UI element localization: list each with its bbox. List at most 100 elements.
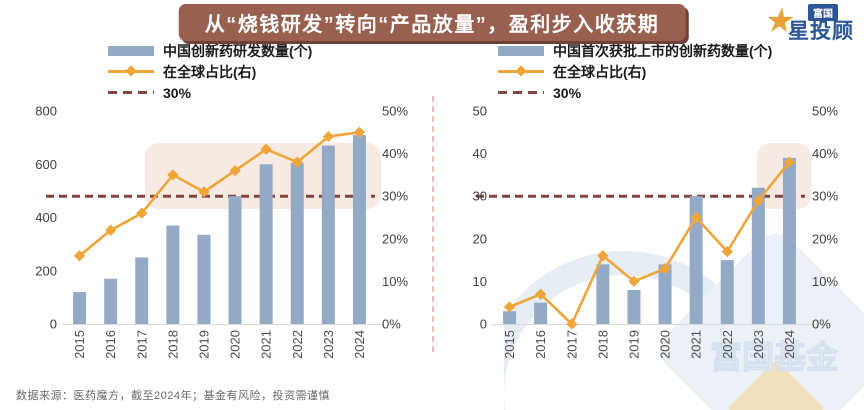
bar-2018 [166,225,180,324]
x-tick-2018: 2018 [165,330,180,359]
bar-2019 [627,289,641,324]
chart-panel-approved: 中国首次获批上市的创新药数量(个) 在全球占比(右) 30% 0 10 20 30 40… [436,38,860,381]
page-title: 从“烧钱研发”转向“产品放量”，盈利步入收获期 [178,4,686,41]
watermark-diamond [659,233,864,410]
right-axis-tick: 50% [382,104,408,119]
left-axis-tick: 200 [35,263,57,278]
bar-2022 [720,260,734,324]
x-tick-2020: 2020 [228,330,243,359]
share-point-2020 [659,262,671,275]
global-share-line [509,161,791,326]
x-tick-2023: 2023 [321,330,336,359]
line-swatch-icon [108,65,154,77]
legend-item-bars: 中国创新药研发数量(个) [108,42,430,59]
share-point-2023 [752,194,765,207]
bar-swatch-icon [108,45,154,56]
left-axis-tick: 40 [473,146,487,161]
x-tick-2017: 2017 [564,330,579,359]
right-axis-tick: 40% [382,146,408,161]
share-point-2021 [690,211,702,224]
left-axis-tick: 0 [480,317,487,332]
legend-item-threshold: 30% [108,84,430,101]
left-axis-tick: 20 [473,231,487,246]
bar-swatch-icon [498,45,544,56]
legend-label: 中国首次获批上市的创新药数量(个) [553,42,773,59]
legend-left: 中国创新药研发数量(个) 在全球占比(右) 30% [108,38,430,101]
brand-logo: ★ 富国 星投顾 [761,2,854,43]
share-point-2018 [167,169,179,181]
bar-2016 [104,278,118,324]
x-tick-2023: 2023 [751,330,766,359]
legend-item-threshold: 30% [498,84,860,101]
source-disclaimer: 数据来源：医药魔方，截至2024年；基金有风险，投资需谨慎 [16,390,330,402]
x-tick-2024: 2024 [352,330,367,359]
global-share-line [78,131,360,257]
bar-2022 [290,162,304,324]
left-axis-tick: 0 [50,317,57,332]
bar-2023 [751,187,765,324]
bar-2023 [321,145,335,324]
line-swatch-icon [498,65,544,77]
legend-item-line: 在全球占比(右) [108,63,430,80]
bar-2024 [782,157,796,324]
x-tick-2024: 2024 [782,330,797,359]
legend-label: 30% [163,84,192,101]
dash-swatch-icon [498,91,544,94]
bar-2018 [596,264,610,324]
rnd-drug-count-chart: 0 200 400 600 800 0% 10% 20% 30% 40% 50% 2015 2016 20… [35,104,408,359]
left-axis-tick: 800 [35,104,57,119]
x-tick-2016: 2016 [533,330,548,359]
right-axis-tick: 10% [382,274,408,289]
left-axis-tick: 600 [35,157,57,172]
bar-2017 [135,257,149,324]
right-axis-tick: 50% [812,104,838,119]
watermark-gold-diamond [727,359,825,410]
x-tick-2021: 2021 [259,330,274,359]
left-axis-tick: 50 [473,104,487,119]
brand-name: 星投顾 [788,20,854,43]
legend-label: 在全球占比(右) [553,63,647,80]
star-icon: ★ [761,2,798,40]
legend-label: 30% [553,84,582,101]
x-tick-2017: 2017 [134,330,149,359]
bar-2024 [352,134,366,324]
x-tick-2022: 2022 [290,330,305,359]
right-axis-tick: 30% [382,189,408,204]
x-tick-2019: 2019 [197,330,212,359]
share-point-2020 [229,164,241,177]
legend-label: 中国创新药研发数量(个) [163,42,313,59]
right-axis-tick: 30% [812,189,838,204]
chart-divider [432,96,434,352]
x-tick-2018: 2018 [595,330,610,359]
right-axis-tick: 10% [812,274,838,289]
share-point-2015 [503,301,516,313]
share-point-2024 [783,156,796,168]
watermark-text: 富国基金 [710,339,839,375]
bar-2021 [689,196,703,324]
x-tick-2021: 2021 [689,330,704,359]
share-point-2018 [597,250,609,262]
chart-panel-rnd: 中国创新药研发数量(个) 在全球占比(右) 30% 0 200 400 600 800 0… [6,38,430,381]
bar-2015 [73,292,87,324]
legend-item-bars: 中国首次获批上市的创新药数量(个) [498,42,860,59]
bar-2020 [228,196,242,324]
x-tick-2015: 2015 [502,330,517,359]
x-tick-2022: 2022 [720,330,735,359]
share-point-2023 [322,130,335,143]
x-tick-2016: 2016 [103,330,118,359]
approved-drug-count-chart: 0 10 20 30 40 50 0% 10% 20% 30% 40% 50% 2015 2016 2017… [473,104,839,359]
brand-watermark: 富国基金 [504,233,864,410]
bar-2020 [658,264,672,324]
right-axis-tick: 0% [382,317,401,332]
legend-item-line: 在全球占比(右) [498,63,860,80]
x-tick-2020: 2020 [658,330,673,359]
share-point-2019 [198,186,210,198]
right-axis-tick: 20% [812,231,838,246]
right-axis-tick: 20% [382,231,408,246]
bar-2016 [534,302,548,324]
legend-label: 在全球占比(右) [163,63,257,80]
right-axis-tick: 40% [812,146,838,161]
legend-right: 中国首次获批上市的创新药数量(个) 在全球占比(右) 30% [498,38,860,101]
left-axis-tick: 10 [473,274,487,289]
